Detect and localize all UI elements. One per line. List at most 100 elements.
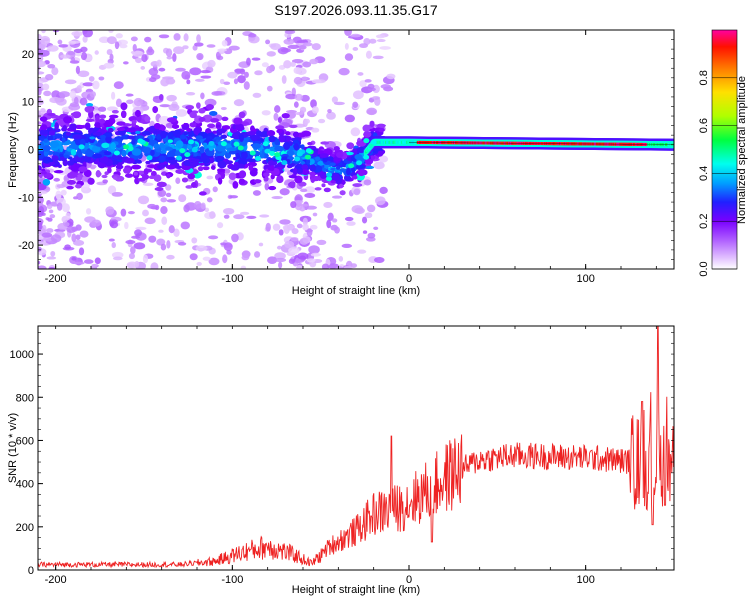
spectrogram-band-cell [131,164,142,170]
y-tick-label: 200 [16,522,34,534]
spectrogram-band-cell [352,183,363,187]
spectrogram-noise-cell [316,239,327,245]
spectrogram-band-cell [148,175,156,180]
spectrogram-band-cell [156,134,162,140]
spectrogram-noise-cell [196,261,202,266]
spectrogram-noise-cell [98,36,110,44]
spectrogram-noise-cell [241,254,250,261]
spectrogram-noise-cell [326,111,336,120]
spectrogram-noise-cell [38,260,41,265]
spectrogram-peak-cell [179,148,186,154]
spectrogram-band-cell [47,112,56,116]
colorbar-tick-label: 0.8 [698,70,710,85]
spectrogram-noise-cell [196,34,201,43]
spectrogram-band-cell [198,116,206,122]
x-tick-label: -200 [45,273,67,285]
spectrogram-band-cell [227,147,237,152]
spectrogram-band-cell [102,151,112,156]
spectrogram-noise-cell [233,99,245,107]
spectrogram-band-cell [75,183,82,189]
spectrogram-noise-cell [252,92,262,98]
spectrogram-band-cell [377,150,384,155]
spectrogram-noise-cell [344,42,349,50]
spectrogram-peak-cell [269,151,276,157]
y-tick-label: 20 [22,49,34,61]
spectrogram-band-cell [74,124,85,129]
spectrogram-noise-cell [365,50,372,59]
snr-panel: -200 -100 0 100 0 200 400 600 800 1000 Height of… [7,325,675,596]
spectrogram-noise-cell [304,193,316,198]
spectrogram-noise-cell [290,61,296,67]
spectrogram-noise-cell [69,102,80,108]
spectrogram-band-cell [300,144,305,149]
spectrogram-noise-cell [284,30,296,35]
spectrogram-band-cell [315,156,321,162]
spectrogram-noise-cell [40,108,46,113]
spectrogram-noise-cell [50,250,56,257]
spectrogram-band-cell [160,130,167,139]
spectrogram-band-cell [77,174,84,178]
spectrogram-noise-cell [196,52,204,61]
spectrogram-noise-cell [111,251,124,259]
spectrogram-band-cell [181,177,189,183]
spectrogram-noise-cell [89,91,96,98]
spectrogram-noise-cell [282,224,294,231]
spectrogram-noise-cell [41,30,46,34]
spectrogram-band-cell [260,131,269,138]
spectrogram-noise-cell [185,91,196,96]
spectrogram-band-cell [117,127,126,132]
snr-x-label: Height of straight line (km) [292,584,420,596]
spectrogram-noise-cell [306,228,313,237]
spectrogram-noise-cell [290,237,299,242]
spectrogram-noise-cell [75,65,81,75]
spectrogram-peak-cell [274,152,281,158]
spectrogram-noise-cell [226,249,232,255]
spectrogram-noise-cell [122,61,129,65]
spectrogram-noise-cell [150,262,159,269]
spectrogram-band-cell [99,114,107,119]
spectrogram-noise-cell [148,235,157,243]
spectrogram-noise-cell [64,79,77,85]
colorbar: 0.0 0.2 0.4 0.6 0.8 Normalized spectral ampl… [698,29,748,277]
spectrogram-band-cell [49,140,59,148]
spectrogram-noise-cell [38,71,45,75]
spectrogram-noise-cell [344,53,354,61]
spectrogram-band-cell [217,168,226,172]
spectrogram-band-cell [195,135,203,140]
spectrogram-noise-cell [233,214,245,220]
spectrogram-band-cell [48,161,56,166]
spectrogram-peak-cell [264,148,271,154]
spectrogram-noise-cell [63,221,70,227]
spectrogram-noise-cell [283,38,295,45]
spectrogram-band-cell [53,170,64,174]
spectrogram-noise-cell [132,50,144,57]
spectrogram-noise-cell [185,202,197,211]
spectrogram-band-cell [77,148,82,156]
spectrogram-noise-cell [58,44,69,48]
spectrogram-noise-cell [192,44,198,51]
spectrogram-noise-cell [45,73,54,81]
spectrogram-noise-cell [47,45,59,52]
spectrogram-band-cell [232,181,239,189]
spectrogram-noise-cell [200,69,211,74]
spectrogram-noise-cell [180,221,190,230]
spectrogram-band-cell [296,169,304,174]
spectrogram-noise-cell [173,228,180,238]
spectrogram-band-cell [322,156,328,163]
spectrogram-band-cell [233,117,243,125]
spectrogram-noise-cell [108,238,115,242]
spectrogram-noise-cell [88,76,95,82]
spectrogram-noise-cell [344,30,352,36]
spectrogram-noise-cell [141,54,148,63]
spectrogram-peak-cell [326,172,333,178]
spectrogram-noise-cell [265,222,271,232]
spectrogram-noise-cell [82,30,93,38]
spectrogram-noise-cell [178,194,187,203]
spectrogram-band-cell [185,185,193,189]
spectrogram-band-cell [91,145,101,153]
spectrogram-band-cell [131,119,137,124]
spectrogram-band-cell [198,162,205,166]
spectrogram-peak-cell [188,139,195,145]
spectrogram-noise-cell [158,67,166,72]
spectrogram-band-cell [159,94,164,101]
